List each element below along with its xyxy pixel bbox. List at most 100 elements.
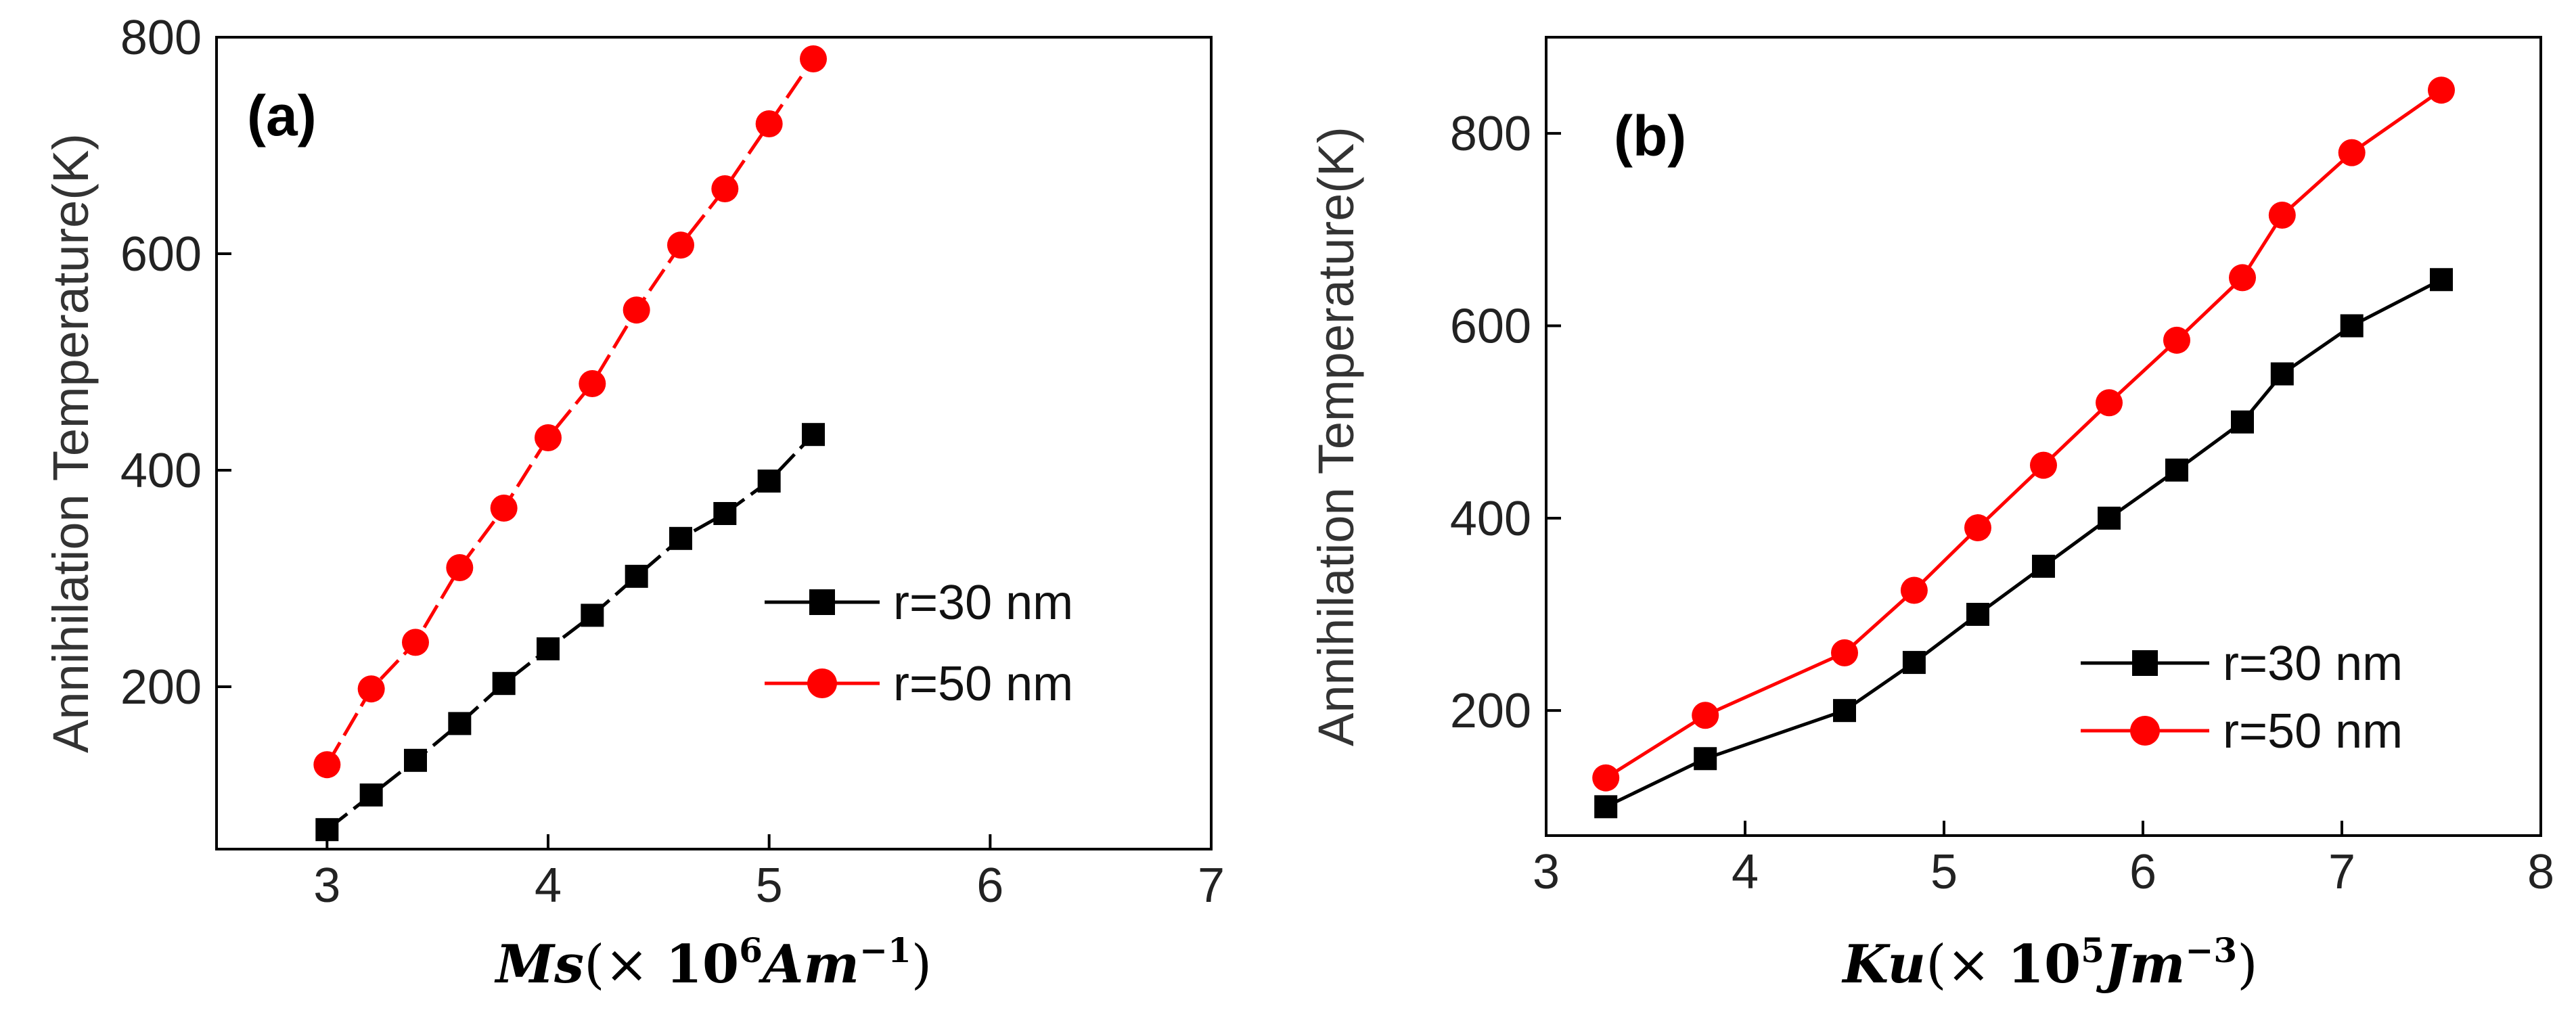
x-axis-label-unit-exponent: −3 <box>2186 930 2238 970</box>
data-point-r-50-nm <box>2030 451 2057 479</box>
x-tick-label: 4 <box>1732 845 1759 899</box>
panel-label: (b) <box>1614 104 1686 168</box>
data-point-r-30-nm <box>404 748 427 772</box>
data-point-r-50-nm <box>1964 514 1991 542</box>
plot-frame <box>1545 36 2542 837</box>
data-point-r-50-nm <box>535 424 562 451</box>
x-axis-label: Ku(× 105Jm−3) <box>1841 930 2257 995</box>
x-axis-label-close: ) <box>2237 934 2257 995</box>
x-tick-label: 5 <box>756 859 783 913</box>
y-axis: 200 400 600 800 <box>1450 107 1561 738</box>
data-point-r-50-nm <box>623 296 650 324</box>
legend-label-r50: r=50 nm <box>893 657 1073 711</box>
series-line-r-30-nm <box>1605 278 2443 809</box>
data-point-r-30-nm <box>581 604 604 627</box>
data-point-r-50-nm <box>2229 264 2256 292</box>
series-layer <box>313 45 827 842</box>
data-point-r-30-nm <box>669 526 692 550</box>
data-point-r-50-nm <box>313 751 341 779</box>
series-line-r-50-nm <box>325 58 815 766</box>
x-axis-label-base: 10 <box>666 934 740 995</box>
data-point-r-30-nm <box>757 470 781 493</box>
x-tick-label: 7 <box>2328 845 2355 899</box>
y-tick-label: 200 <box>1450 684 1531 738</box>
data-point-r-30-nm <box>1966 603 1989 627</box>
data-point-r-30-nm <box>2231 410 2254 434</box>
x-axis-label-close: ) <box>911 934 932 995</box>
data-point-r-30-nm <box>802 423 825 447</box>
x-axis-label-exponent: 6 <box>739 930 763 970</box>
data-point-r-50-nm <box>402 629 429 656</box>
x-axis-label-unit: Jm <box>2096 934 2185 995</box>
data-point-r-50-nm <box>755 110 783 137</box>
x-axis: 3 4 5 6 7 8 <box>1533 821 2554 899</box>
plot-frame <box>215 36 1213 850</box>
legend-marker-square <box>809 589 835 615</box>
data-point-r-30-nm <box>2098 506 2121 530</box>
x-axis-label-symbol: Ku <box>1841 934 1926 995</box>
legend-marker-circle <box>807 668 837 698</box>
legend-label-r30: r=30 nm <box>893 576 1073 630</box>
x-tick-label: 3 <box>1533 845 1560 899</box>
y-axis-label: Annihilation Temperature(K) <box>43 133 99 753</box>
legend-marker-circle <box>2130 716 2160 746</box>
y-tick-label: 600 <box>120 227 202 281</box>
legend-label-r50: r=50 nm <box>2223 704 2403 758</box>
data-point-r-30-nm <box>2032 554 2055 578</box>
x-tick-label: 8 <box>2527 845 2554 899</box>
data-point-r-30-nm <box>1594 795 1618 819</box>
x-axis-label: Ms(× 106Am−1) <box>494 930 932 995</box>
panel-label: (a) <box>247 84 317 147</box>
x-axis-label-unit: Am <box>758 934 859 995</box>
data-point-r-30-nm <box>492 672 516 696</box>
data-point-r-30-nm <box>625 564 648 588</box>
y-tick-label: 400 <box>1450 492 1531 546</box>
data-point-r-50-nm <box>2338 139 2366 166</box>
data-point-r-50-nm <box>1592 764 1620 792</box>
data-point-r-50-nm <box>2268 202 2296 229</box>
data-point-r-50-nm <box>1692 702 1719 729</box>
x-tick-label: 5 <box>1930 845 1958 899</box>
data-point-r-50-nm <box>446 554 474 581</box>
data-point-r-30-nm <box>2270 362 2294 386</box>
data-point-r-50-nm <box>711 175 739 202</box>
series-line-r-30-nm <box>325 433 815 832</box>
legend-marker-square <box>2132 650 2158 676</box>
data-point-r-30-nm <box>1694 747 1717 771</box>
data-point-r-50-nm <box>1900 576 1928 604</box>
x-tick-label: 6 <box>2129 845 2156 899</box>
x-axis-label-unit-exponent: −1 <box>859 930 911 970</box>
data-point-r-50-nm <box>2096 389 2123 417</box>
y-axis-label: Annihilation Temperature(K) <box>1308 127 1364 746</box>
data-point-r-30-nm <box>2430 268 2453 292</box>
x-axis: 3 4 5 6 7 <box>313 834 1225 913</box>
y-tick-label: 800 <box>120 11 202 65</box>
y-tick-label: 600 <box>1450 300 1531 354</box>
x-axis-label-open: (× <box>584 934 666 995</box>
y-tick-label: 800 <box>1450 107 1531 161</box>
legend-label-r30: r=30 nm <box>2223 637 2403 691</box>
data-point-r-30-nm <box>2340 314 2364 338</box>
data-point-r-50-nm <box>357 675 385 703</box>
data-point-r-50-nm <box>800 45 827 72</box>
data-point-r-50-nm <box>1831 639 1858 666</box>
series-line-r-50-nm <box>1604 89 2443 779</box>
x-axis-label-exponent: 5 <box>2081 930 2104 970</box>
x-axis-label-open: (× <box>1926 934 2008 995</box>
data-point-r-30-nm <box>2165 458 2188 482</box>
legend: r=30 nm r=50 nm <box>2081 637 2403 758</box>
data-point-r-50-nm <box>579 370 606 397</box>
x-tick-label: 7 <box>1198 859 1225 913</box>
y-axis: 200 400 600 800 <box>120 11 231 714</box>
data-point-r-50-nm <box>667 231 694 259</box>
data-point-r-50-nm <box>2163 326 2190 354</box>
data-point-r-30-nm <box>713 502 737 525</box>
x-tick-label: 6 <box>976 859 1003 913</box>
data-point-r-50-nm <box>2428 76 2455 104</box>
chart-panel-a: 200 400 600 800 3 4 5 6 7 (a) Annihilation Temp… <box>43 11 1225 995</box>
data-point-r-30-nm <box>448 712 472 735</box>
legend: r=30 nm r=50 nm <box>765 576 1073 711</box>
x-tick-label: 4 <box>535 859 562 913</box>
